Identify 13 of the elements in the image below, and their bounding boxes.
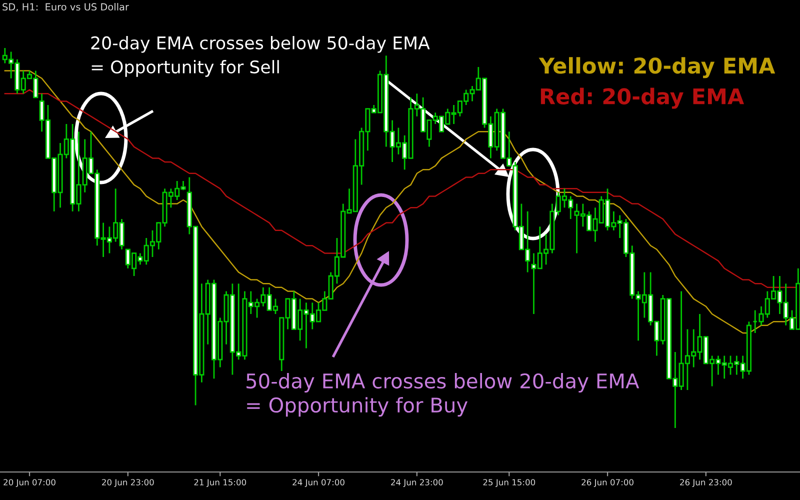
annotation: 50-day EMA crosses below 20-day EMA = Opportunity for Buy (246, 373, 640, 417)
x-tick-label: 25 Jun 15:00 (483, 479, 536, 487)
x-tick-label: 24 Jun 07:00 (292, 479, 344, 487)
x-tick-label: 20 Jun 23:00 (102, 479, 154, 487)
text: Red: 20-day EMA (540, 88, 744, 109)
annotation: 20-day EMA crosses below 50-day EMA = Opportunity for Sell (91, 36, 430, 77)
chart-title: SD, H1: Euro vs US Dollar (2, 3, 129, 12)
x-tick-label: 20 Jun 07:00 (4, 479, 56, 487)
x-tick-label: 26 Jun 23:00 (680, 479, 732, 487)
x-tick-label: 26 Jun 07:00 (582, 479, 634, 487)
x-tick-label: 21 Jun 15:00 (194, 479, 246, 487)
text: Yellow: 20-day EMA (538, 57, 776, 78)
x-tick-label: 24 Jun 23:00 (391, 479, 443, 487)
